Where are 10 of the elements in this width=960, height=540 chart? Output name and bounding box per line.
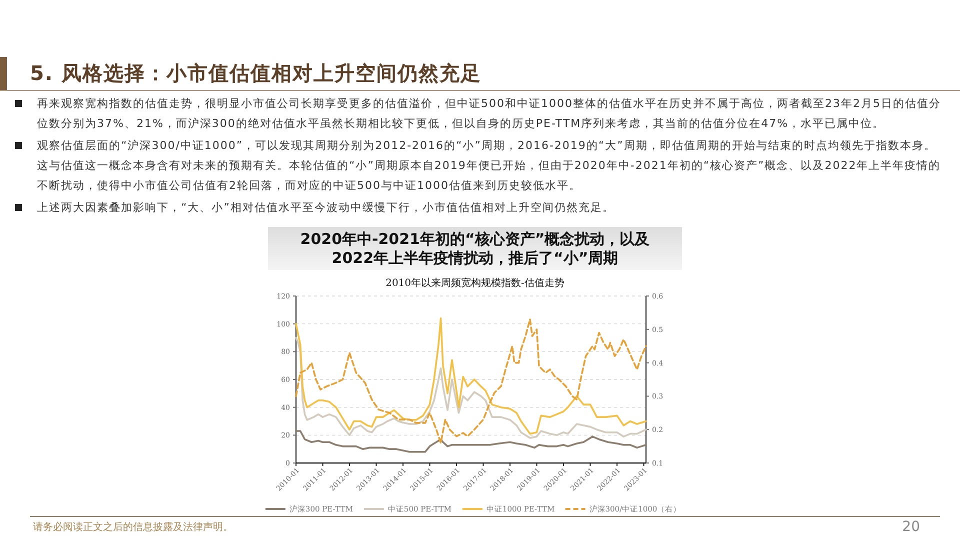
text: 20 bbox=[901, 519, 920, 535]
chart-title: 2010年以来周频宽构规模指数-估值走势 bbox=[386, 277, 564, 289]
text: 再来观察宽构指数的估值走势，很明显小市值公司长期享受更多的估值溢价，但中证500和中证1000整体的估值水平在历史并不属于高位，两者截至23年2月5日的估值分位数分别为37%、21%，而沪深300的绝对估值水平虽然长期相比较下更低，但以自身的历史PE-TTM序列来考虑，其当前的估值分位在47%，水平已属中位。 bbox=[37, 96, 942, 132]
text: 观察估值层面的“沪深300/中证1000”，可以发现其周期分别为2012-2016的“小”周期，2016-2019的“大”周期，即估值周期的开始与结束的时点均领先于指数本身。这与估值这一概念本身含有对未来的预期有关。本轮估值的“小”周期原本自2019年便已开始，但由于2020年中-2021年初的“核心资产”概念、以及2022年上半年疫情的不断扰动，使得中小市值公司估值有2轮回落，而对应的中证500与中证1000估值来到历史较低水平。 bbox=[37, 138, 942, 194]
text: 5. 风格选择：小市值估值相对上升空间仍然充足 bbox=[30, 60, 482, 86]
chart-subtitle: 2020年中-2021年初的“核心资产”概念扰动，以及2022年上半年疫情扰动，推后了“小”周期 bbox=[299, 230, 651, 268]
line-series bbox=[295, 430, 647, 453]
line-series bbox=[295, 336, 647, 439]
text: 请务必阅读正文之后的信息披露及法律声明。 bbox=[33, 521, 233, 535]
text: 上述两大因素叠加影响下，“大、小”相对估值水平至今波动中缓慢下行，小市值估值相对上升空间仍然充足。 bbox=[37, 200, 616, 216]
